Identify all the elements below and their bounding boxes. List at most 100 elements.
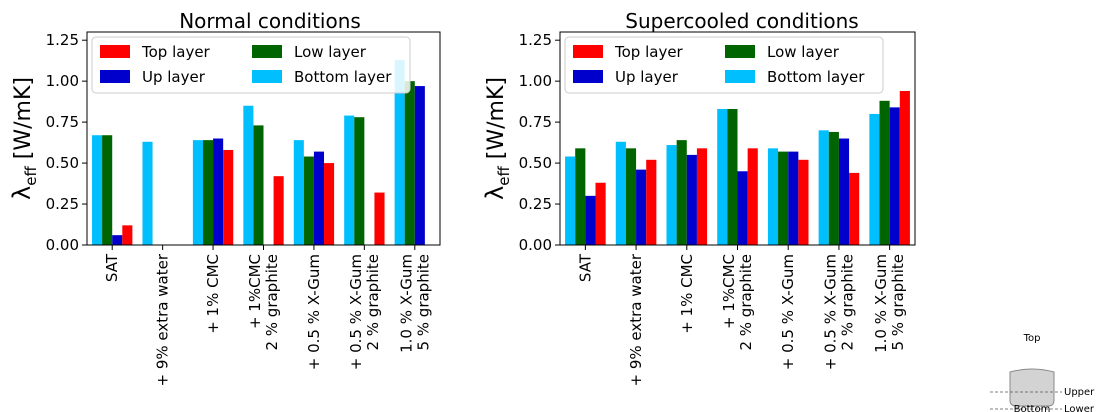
inset-top-label: Top: [1023, 333, 1041, 344]
bar-bottom: [717, 109, 728, 245]
bar-bottom: [142, 141, 153, 245]
bar-top: [273, 176, 284, 245]
bar-low: [879, 100, 890, 245]
legend-label: Top layer: [614, 43, 684, 61]
bar-up: [112, 235, 123, 245]
bars: [565, 90, 910, 245]
bar-low: [102, 135, 113, 245]
bar-bottom: [192, 140, 203, 245]
x-tick-label: + 1%CMC: [246, 254, 264, 329]
bar-bottom: [767, 148, 779, 245]
bar-bottom: [394, 59, 405, 245]
legend-swatch-low: [252, 45, 282, 58]
bar-low: [575, 148, 586, 245]
x-tick-label: SAT: [576, 253, 594, 282]
bar-top: [595, 182, 606, 245]
bar-up: [414, 86, 425, 245]
legend-box: [564, 36, 884, 94]
bar-low: [727, 109, 738, 245]
chart-normal-conditions: Normal conditions λeff [W/mK] 0.00 0.25 0.50…: [8, 9, 441, 387]
bar-up: [737, 171, 748, 245]
inset-vessel-shape: [1009, 368, 1055, 407]
bar-top: [223, 149, 234, 245]
bar-top: [696, 148, 708, 245]
bar-bottom: [344, 115, 355, 245]
x-tick-label: + 1% CMC: [204, 254, 222, 334]
x-tick-label: + 1%CMC: [720, 254, 738, 329]
legend: Top layer Low layer Up layer Bottom layer: [564, 36, 884, 94]
inset-bottom-label: Bottom: [1014, 404, 1051, 412]
bar-top: [324, 163, 335, 245]
chart-title: Normal conditions: [179, 9, 361, 33]
legend-label: Up layer: [142, 68, 206, 86]
legend-label: Bottom layer: [767, 68, 865, 86]
x-tick-label: 2 % graphite: [838, 254, 856, 351]
legend-swatch-low: [725, 45, 755, 58]
legend-swatch-top: [100, 45, 130, 58]
y-tick-label: 1.25: [46, 31, 79, 49]
legend-label: Low layer: [767, 43, 840, 61]
bar-bottom: [666, 145, 677, 245]
bar-top: [646, 159, 657, 245]
bar-up: [686, 154, 697, 245]
y-tick-label: 0.75: [519, 113, 552, 131]
x-tick-label: + 0.5 % X-Gum: [779, 254, 797, 370]
bar-low: [676, 140, 687, 245]
bar-bottom: [293, 140, 304, 245]
x-tick-label: + 0.5 % X-Gum: [305, 254, 323, 370]
inset-upper-label: Upper: [1064, 387, 1095, 398]
y-axis-label: λeff [W/mK]: [481, 77, 513, 200]
legend-label: Up layer: [615, 68, 679, 86]
bar-top: [747, 148, 758, 245]
x-tick-label: + 0.5 % X-Gum: [347, 254, 365, 370]
bar-bottom: [869, 113, 880, 245]
bar-bottom: [243, 105, 254, 245]
bar-top: [899, 90, 910, 245]
legend-label: Bottom layer: [294, 68, 392, 86]
x-tick-label: + 9% extra water: [154, 253, 172, 386]
bar-low: [202, 140, 214, 245]
legend-swatch-up: [100, 70, 130, 83]
bar-up: [636, 169, 647, 245]
legend-swatch-bottom: [252, 70, 282, 83]
y-tick-label: 0.00: [46, 236, 79, 254]
bar-bottom: [92, 135, 103, 245]
y-tick-label: 0.75: [46, 113, 79, 131]
bar-low: [625, 148, 637, 245]
y-tick-label: 0.25: [46, 195, 79, 213]
legend-swatch-bottom: [725, 70, 755, 83]
bar-low: [354, 117, 365, 245]
y-tick-label: 0.25: [519, 195, 552, 213]
bar-top: [374, 192, 385, 245]
bar-bottom: [565, 156, 576, 245]
bar-up: [213, 138, 224, 245]
x-tick-label: 5 % graphite: [414, 254, 432, 351]
legend-swatch-top: [573, 45, 603, 58]
inset-lower-label: Lower: [1064, 404, 1095, 412]
bar-top: [122, 225, 133, 245]
y-tick-label: 0.50: [519, 154, 552, 172]
y-tick-label: 0.00: [519, 236, 552, 254]
x-tick-label: 2 % graphite: [737, 254, 755, 351]
bar-low: [303, 156, 314, 245]
x-tick-label: 1.0 % X-Gum: [397, 254, 415, 353]
x-tick-label: 5 % graphite: [889, 254, 907, 351]
legend: Top layer Low layer Up layer Bottom layer: [91, 36, 411, 94]
bar-up: [313, 151, 325, 245]
layer-diagram: Top Upper Lower Bottom: [990, 333, 1095, 412]
y-tick-label: 1.00: [46, 72, 79, 90]
chart-supercooled-conditions: Supercooled conditions λeff [W/mK] 0.00 0.2…: [481, 9, 916, 387]
bar-up: [788, 151, 799, 245]
bar-top: [798, 159, 809, 245]
x-tick-label: + 1% CMC: [678, 254, 696, 334]
y-axis-label: λeff [W/mK]: [8, 77, 40, 200]
y-tick-label: 0.50: [46, 154, 79, 172]
bar-bottom: [615, 141, 626, 245]
legend-box: [91, 36, 411, 94]
bar-up: [838, 138, 850, 245]
legend-label: Low layer: [294, 43, 367, 61]
bar-low: [253, 125, 264, 245]
bar-low: [828, 131, 839, 245]
bar-bottom: [818, 130, 829, 245]
